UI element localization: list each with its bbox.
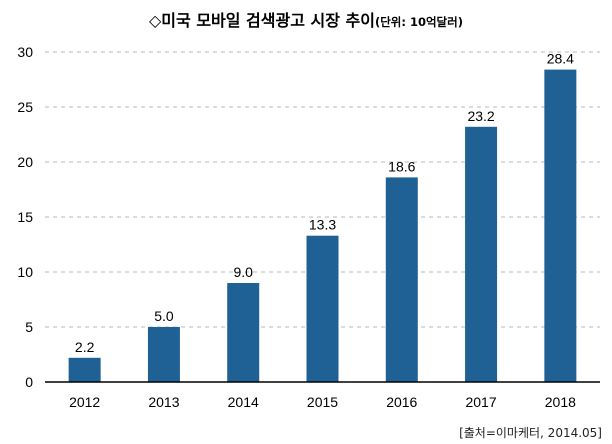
bar bbox=[147, 327, 180, 382]
y-tick-label: 20 bbox=[17, 154, 33, 170]
y-tick-label: 10 bbox=[17, 264, 33, 280]
data-label: 18.6 bbox=[388, 158, 415, 174]
axes: 0 5 10 15 20 25 30 2012 2013 2014 2015 2016 2017 2018 bbox=[17, 44, 600, 410]
source-note: [출처=이마케터, 2014.05] bbox=[459, 426, 602, 440]
x-tick-label: 2012 bbox=[69, 394, 100, 410]
y-tick-label: 0 bbox=[25, 374, 33, 390]
data-label: 5.0 bbox=[154, 308, 174, 324]
x-tick-label: 2013 bbox=[148, 394, 179, 410]
bar bbox=[68, 357, 101, 382]
bar bbox=[306, 235, 339, 382]
chart-title-main: ◇미국 모바일 검색광고 시장 추이 bbox=[149, 11, 375, 30]
x-tick-label: 2014 bbox=[228, 394, 259, 410]
x-tick-label: 2017 bbox=[465, 394, 496, 410]
bar bbox=[544, 69, 577, 382]
bar bbox=[465, 126, 498, 382]
data-labels: 2.2 5.0 9.0 13.3 18.6 23.2 28.4 bbox=[75, 51, 574, 355]
data-label: 2.2 bbox=[75, 339, 95, 355]
y-tick-label: 15 bbox=[17, 209, 33, 225]
y-tick-label: 5 bbox=[25, 319, 33, 335]
data-label: 9.0 bbox=[233, 264, 253, 280]
bar bbox=[385, 177, 418, 382]
data-label: 13.3 bbox=[309, 217, 336, 233]
bars bbox=[68, 69, 577, 382]
y-tick-label: 25 bbox=[17, 99, 33, 115]
chart-title-unit: (단위: 10억달러) bbox=[374, 15, 463, 29]
x-tick-label: 2015 bbox=[307, 394, 338, 410]
x-tick-label: 2016 bbox=[386, 394, 417, 410]
x-tick-label: 2018 bbox=[545, 394, 576, 410]
data-label: 23.2 bbox=[467, 108, 494, 124]
data-label: 28.4 bbox=[547, 51, 574, 67]
chart-title: ◇미국 모바일 검색광고 시장 추이(단위: 10억달러) bbox=[0, 7, 612, 31]
bar bbox=[227, 283, 260, 382]
y-tick-label: 30 bbox=[17, 44, 33, 60]
